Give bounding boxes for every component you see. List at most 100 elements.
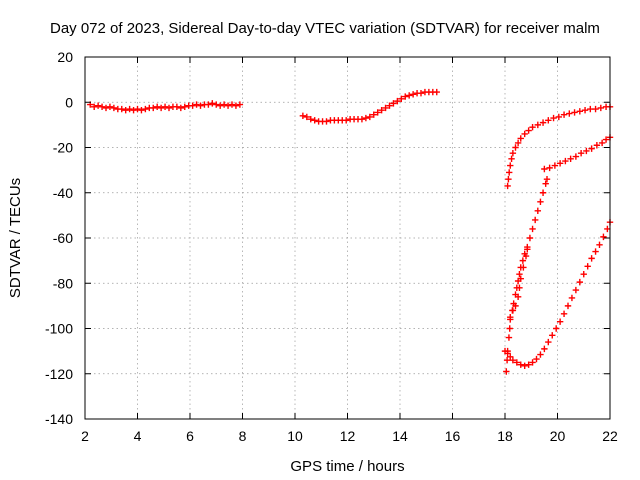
- data-point: [512, 302, 519, 310]
- data-point: [509, 307, 517, 314]
- data-point: [529, 123, 536, 131]
- data-point: [597, 104, 605, 112]
- data-point: [560, 310, 568, 317]
- data-point: [118, 105, 125, 113]
- data-point: [508, 155, 515, 163]
- data-point: [509, 356, 517, 364]
- data-point: [560, 111, 568, 118]
- data-point: [398, 95, 405, 103]
- data-point: [602, 136, 610, 143]
- data-point: [556, 160, 564, 167]
- data-point: [394, 97, 401, 105]
- data-point: [546, 164, 553, 172]
- y-axis-label: SDTVAR / TECUs: [7, 178, 24, 298]
- data-point: [529, 359, 536, 366]
- data-point: [405, 92, 413, 99]
- x-tick-label: 6: [186, 428, 194, 444]
- data-point: [157, 104, 165, 112]
- data-point: [220, 101, 228, 108]
- data-point: [358, 116, 366, 123]
- x-tick-label: 2: [81, 428, 89, 444]
- y-tick-label: -20: [53, 140, 73, 156]
- data-point: [572, 153, 580, 160]
- data-point: [209, 100, 216, 107]
- data-point: [521, 130, 528, 138]
- data-point: [541, 165, 548, 173]
- data-point: [556, 318, 564, 325]
- data-point: [568, 294, 576, 302]
- series-1: [299, 88, 440, 125]
- data-point: [409, 91, 417, 98]
- data-point: [307, 116, 314, 123]
- data-point: [106, 103, 114, 110]
- data-point: [519, 257, 527, 264]
- data-point: [232, 102, 240, 109]
- data-point: [525, 127, 532, 134]
- y-tick-label: -120: [45, 366, 73, 382]
- x-axis-label: GPS time / hours: [290, 458, 404, 475]
- y-tick-label: 20: [57, 49, 73, 65]
- data-point: [507, 313, 514, 321]
- data-point: [382, 104, 389, 112]
- data-point: [213, 101, 220, 108]
- data-point: [90, 103, 98, 110]
- data-point: [516, 271, 523, 278]
- data-point: [545, 117, 552, 124]
- grid: [85, 57, 610, 419]
- data-point: [550, 114, 557, 122]
- data-point: [323, 118, 330, 125]
- data-point: [102, 104, 110, 112]
- chart-title: Day 072 of 2023, Sidereal Day-to-day VTE…: [50, 20, 600, 37]
- data-point: [362, 114, 370, 122]
- data-point: [150, 104, 157, 112]
- data-point: [517, 275, 524, 282]
- data-point: [417, 90, 425, 97]
- data-point: [539, 189, 547, 196]
- data-point: [122, 106, 129, 114]
- data-point: [529, 225, 536, 233]
- data-point: [531, 216, 539, 224]
- data-point: [504, 182, 511, 190]
- data-point: [533, 355, 540, 363]
- data-point: [522, 252, 530, 260]
- axis-ticks: 2 4 6 8 10 12 14 16 18 20 22 -140 -120 -100 -80 -60 -40 -…: [45, 49, 618, 444]
- data-point: [138, 106, 145, 114]
- series-5: [507, 246, 531, 321]
- data-point: [534, 207, 542, 215]
- series-4: [503, 175, 551, 375]
- y-tick-label: -80: [53, 275, 73, 291]
- data-point: [576, 278, 584, 286]
- data-point: [576, 108, 584, 115]
- series-0: [87, 100, 244, 114]
- data-point: [311, 117, 318, 124]
- data-point: [433, 88, 440, 96]
- data-point: [566, 110, 573, 117]
- data-point: [539, 119, 547, 126]
- data-point: [598, 139, 606, 147]
- data-point: [543, 175, 551, 183]
- data-point: [126, 105, 133, 113]
- data-point: [583, 147, 590, 155]
- x-tick-label: 10: [287, 428, 303, 444]
- data-point: [94, 102, 102, 109]
- data-point: [134, 105, 141, 113]
- data-point: [161, 103, 169, 110]
- data-point: [507, 353, 514, 360]
- data-point: [507, 162, 514, 169]
- data-point: [506, 169, 513, 176]
- data-point: [98, 103, 106, 110]
- data-point: [526, 234, 534, 242]
- data-point: [549, 332, 556, 339]
- data-point: [545, 338, 552, 346]
- data-point: [224, 102, 232, 109]
- data-point: [524, 246, 531, 253]
- data-point: [303, 113, 311, 121]
- data-point: [512, 144, 519, 151]
- data-point: [552, 325, 560, 332]
- data-point: [378, 106, 385, 114]
- data-point: [571, 109, 578, 116]
- y-tick-label: -100: [45, 321, 73, 337]
- data-point: [514, 293, 522, 301]
- data-points: [87, 88, 614, 375]
- data-point: [555, 113, 563, 121]
